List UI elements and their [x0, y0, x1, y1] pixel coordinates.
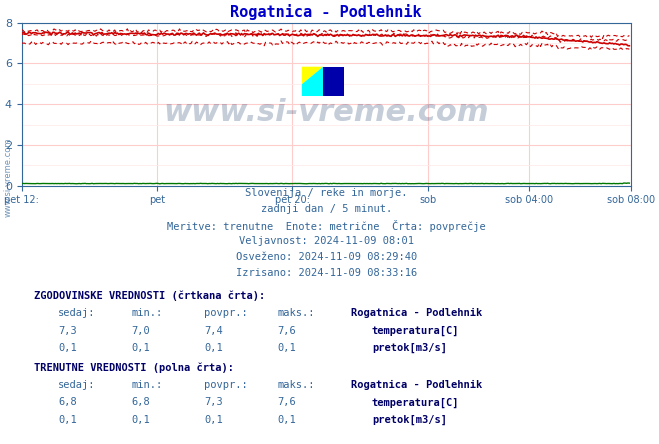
Text: temperatura[C]: temperatura[C]: [372, 397, 459, 408]
Text: temperatura[C]: temperatura[C]: [372, 325, 459, 336]
Text: 7,6: 7,6: [277, 397, 296, 408]
Text: Rogatnica - Podlehnik: Rogatnica - Podlehnik: [351, 380, 482, 390]
Text: 0,1: 0,1: [277, 343, 296, 353]
Text: 7,0: 7,0: [131, 325, 150, 336]
Text: Osveženo: 2024-11-09 08:29:40: Osveženo: 2024-11-09 08:29:40: [235, 252, 416, 262]
Text: 0,1: 0,1: [131, 343, 150, 353]
Text: maks.:: maks.:: [277, 380, 315, 390]
Text: pretok[m3/s]: pretok[m3/s]: [372, 415, 447, 425]
Text: 7,3: 7,3: [58, 325, 77, 336]
Bar: [351, 391, 366, 403]
Text: Izrisano: 2024-11-09 08:33:16: Izrisano: 2024-11-09 08:33:16: [235, 268, 416, 278]
Text: 0,1: 0,1: [277, 415, 296, 425]
Text: sedaj:: sedaj:: [58, 308, 96, 318]
Text: www.si-vreme.com: www.si-vreme.com: [3, 138, 13, 218]
Text: 0,1: 0,1: [58, 415, 77, 425]
Text: povpr.:: povpr.:: [204, 308, 248, 318]
Title: Rogatnica - Podlehnik: Rogatnica - Podlehnik: [231, 4, 422, 20]
Text: sedaj:: sedaj:: [58, 380, 96, 390]
Text: 6,8: 6,8: [58, 397, 77, 408]
Polygon shape: [302, 67, 323, 84]
Text: 7,6: 7,6: [277, 325, 296, 336]
Text: min.:: min.:: [131, 380, 163, 390]
Text: Meritve: trenutne  Enote: metrične  Črta: povprečje: Meritve: trenutne Enote: metrične Črta: …: [167, 220, 486, 232]
Text: 7,3: 7,3: [204, 397, 223, 408]
Text: maks.:: maks.:: [277, 308, 315, 318]
Text: 0,1: 0,1: [131, 415, 150, 425]
Bar: [351, 336, 366, 348]
Text: min.:: min.:: [131, 308, 163, 318]
Polygon shape: [323, 67, 345, 96]
Text: ZGODOVINSKE VREDNOSTI (črtkana črta):: ZGODOVINSKE VREDNOSTI (črtkana črta):: [34, 291, 265, 301]
Text: Slovenija / reke in morje.: Slovenija / reke in morje.: [245, 188, 407, 198]
Text: 7,4: 7,4: [204, 325, 223, 336]
Text: pretok[m3/s]: pretok[m3/s]: [372, 343, 447, 353]
Polygon shape: [302, 67, 323, 96]
Text: 0,1: 0,1: [204, 343, 223, 353]
Text: 0,1: 0,1: [204, 415, 223, 425]
Text: zadnji dan / 5 minut.: zadnji dan / 5 minut.: [260, 204, 392, 214]
Text: Veljavnost: 2024-11-09 08:01: Veljavnost: 2024-11-09 08:01: [239, 236, 414, 246]
Bar: [351, 408, 366, 420]
Text: 6,8: 6,8: [131, 397, 150, 408]
Text: TRENUTNE VREDNOSTI (polna črta):: TRENUTNE VREDNOSTI (polna črta):: [34, 363, 234, 373]
Text: 0,1: 0,1: [58, 343, 77, 353]
Text: Rogatnica - Podlehnik: Rogatnica - Podlehnik: [351, 308, 482, 318]
Bar: [351, 319, 366, 331]
Text: www.si-vreme.com: www.si-vreme.com: [163, 98, 489, 127]
Text: povpr.:: povpr.:: [204, 380, 248, 390]
